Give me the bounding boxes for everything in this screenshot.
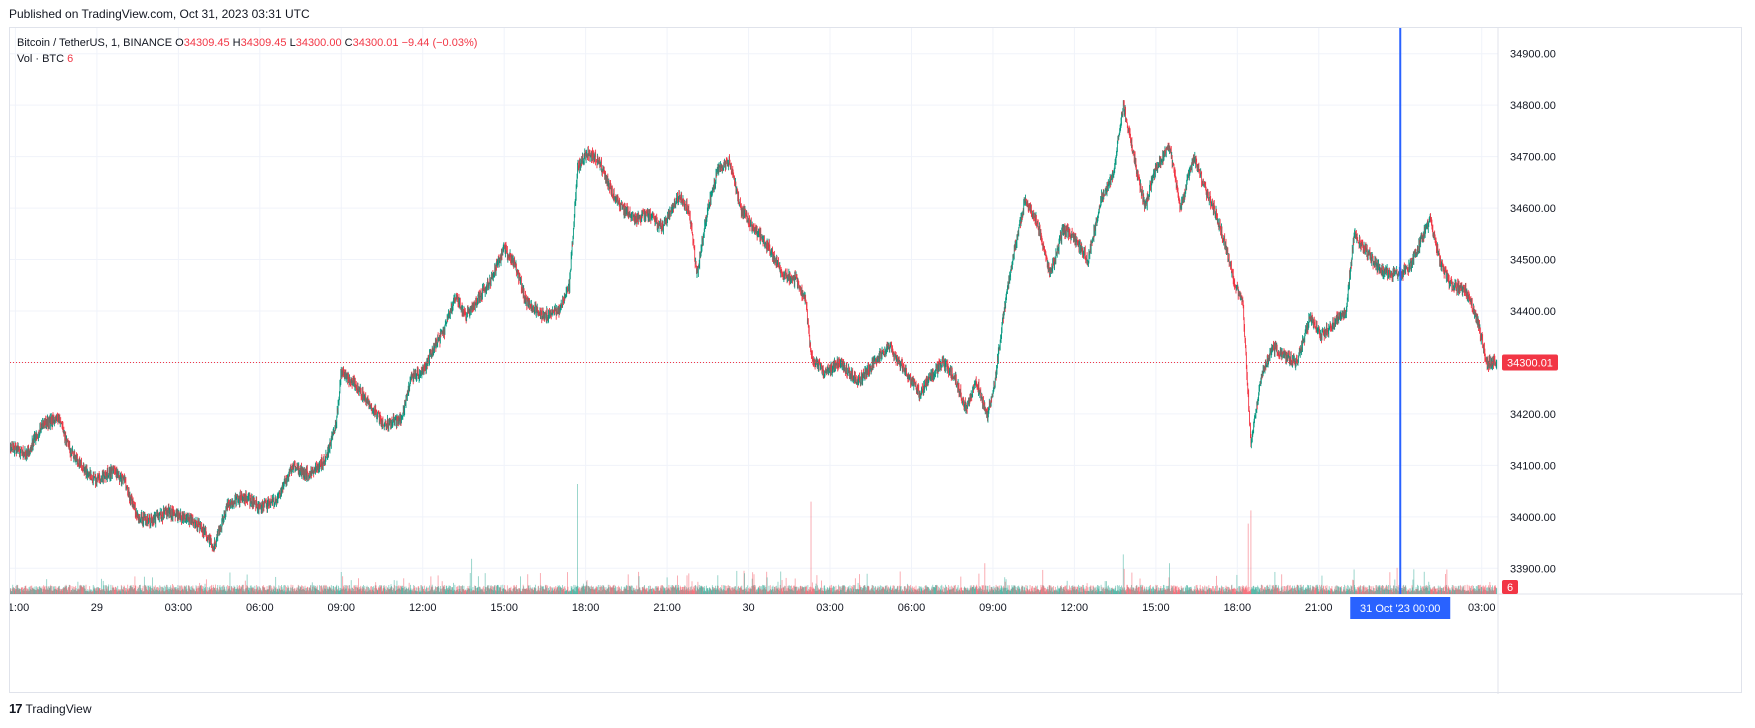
y-tick-label: 34400.00: [1510, 306, 1556, 318]
x-tick-label: 15:00: [490, 602, 518, 614]
price-chart[interactable]: 34900.00 34800.00 34700.00 34600.00 34500.00…: [10, 28, 1743, 694]
x-tick-label: 03:00: [816, 602, 844, 614]
x-tick-label: 12:00: [409, 602, 437, 614]
x-tick-label: 03:00: [1468, 602, 1496, 614]
chart-frame[interactable]: 34900.00 34800.00 34700.00 34600.00 34500.00…: [9, 27, 1743, 694]
y-tick-label: 34800.00: [1510, 100, 1556, 112]
x-tick-label: 21:00: [10, 602, 29, 614]
y-tick-label: 34200.00: [1510, 409, 1556, 421]
x-tick-label: 18:00: [1224, 602, 1252, 614]
x-tick-label: 21:00: [653, 602, 681, 614]
y-tick-label: 34000.00: [1510, 512, 1556, 524]
x-tick-label: 09:00: [979, 602, 1007, 614]
x-tick-label: 03:00: [165, 602, 193, 614]
x-tick-label: 09:00: [328, 602, 356, 614]
y-tick-label: 33900.00: [1510, 563, 1556, 575]
x-tick-label: 21:00: [1305, 602, 1333, 614]
x-tick-label: 29: [91, 602, 103, 614]
x-tick-label: 18:00: [572, 602, 600, 614]
x-tick-label: 15:00: [1142, 602, 1170, 614]
y-tick-label: 34900.00: [1510, 49, 1556, 61]
published-caption: Published on TradingView.com, Oct 31, 20…: [9, 7, 310, 21]
x-tick-label: 12:00: [1061, 602, 1089, 614]
y-tick-label: 34500.00: [1510, 255, 1556, 267]
x-tick-label: 30: [742, 602, 754, 614]
y-tick-label: 34700.00: [1510, 152, 1556, 164]
x-tick-label: 06:00: [246, 602, 274, 614]
x-tick-label: 06:00: [898, 602, 926, 614]
y-tick-label: 34100.00: [1510, 460, 1556, 472]
y-tick-label: 34600.00: [1510, 203, 1556, 215]
